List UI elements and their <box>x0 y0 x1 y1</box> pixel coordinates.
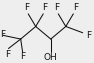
Text: F: F <box>20 52 25 61</box>
Text: F: F <box>54 3 59 12</box>
Text: F: F <box>86 31 91 40</box>
Text: OH: OH <box>44 53 58 62</box>
Text: F: F <box>0 30 5 39</box>
Text: F: F <box>73 3 78 12</box>
Text: F: F <box>5 50 10 59</box>
Text: F: F <box>24 3 29 12</box>
Text: F: F <box>43 3 48 12</box>
